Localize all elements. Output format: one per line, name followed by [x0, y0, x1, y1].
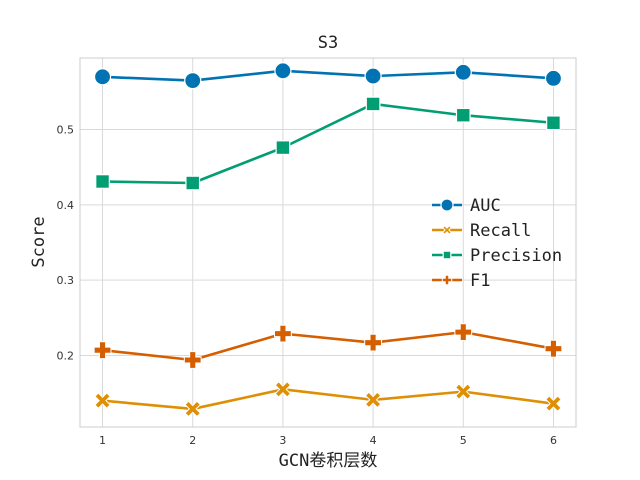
data-point — [440, 198, 454, 212]
legend-label: F1 — [470, 271, 490, 291]
plot-frame — [79, 57, 577, 428]
data-point — [274, 62, 292, 80]
data-point — [544, 339, 563, 358]
series-auc — [93, 62, 563, 90]
data-point — [94, 392, 111, 409]
legend-label: AUC — [470, 196, 501, 216]
series-precision — [95, 96, 561, 191]
legend-item: F1 — [432, 271, 490, 291]
data-point — [274, 324, 292, 343]
legend-item: Precision — [432, 246, 562, 266]
data-point — [183, 351, 202, 369]
data-point — [93, 341, 112, 360]
x-tick-label: 4 — [370, 434, 377, 447]
series-line — [102, 388, 554, 411]
y-tick-label: 0.5 — [57, 124, 75, 137]
data-point — [442, 250, 452, 260]
data-point — [454, 63, 472, 81]
x-tick-label: 5 — [460, 434, 467, 447]
y-tick-label: 0.2 — [57, 349, 75, 362]
data-point — [274, 381, 292, 398]
legend-label: Precision — [470, 246, 562, 266]
legend-label: Recall — [470, 221, 531, 241]
data-point — [544, 69, 563, 87]
series-f1 — [93, 323, 563, 369]
legend-item: AUC — [432, 196, 501, 216]
series-line — [102, 330, 554, 362]
x-tick-label: 6 — [550, 434, 557, 447]
x-tick-label: 1 — [99, 434, 106, 447]
data-point — [95, 174, 110, 189]
data-point — [546, 115, 561, 131]
legend-item: Recall — [432, 221, 531, 241]
data-point — [455, 107, 471, 123]
x-tick-label: 2 — [189, 434, 196, 447]
series-recall — [94, 381, 562, 418]
data-point — [184, 71, 202, 90]
data-point — [442, 225, 452, 235]
data-point — [185, 175, 201, 191]
x-ticks: 1 2 3 4 5 6 — [99, 434, 557, 447]
data-point — [454, 383, 472, 400]
y-tick-label: 0.4 — [57, 199, 75, 212]
data-point — [545, 395, 562, 412]
data-point — [275, 140, 291, 156]
data-point — [184, 400, 202, 418]
y-ticks: 0.2 0.3 0.4 0.5 — [57, 124, 75, 363]
series-group — [93, 62, 563, 418]
data-point — [364, 333, 382, 352]
y-axis-label: Score — [29, 216, 49, 267]
data-point — [454, 323, 473, 342]
data-point — [441, 274, 453, 286]
chart-title: S3 — [318, 33, 338, 53]
data-point — [365, 96, 381, 112]
legend: AUC Recall Precision F1 — [432, 196, 562, 291]
y-tick-label: 0.3 — [57, 274, 75, 287]
x-axis-label: GCN卷积层数 — [279, 451, 378, 471]
x-tick-label: 3 — [279, 434, 286, 447]
data-point — [93, 68, 112, 86]
series-line — [102, 69, 554, 82]
plot-area — [80, 58, 576, 427]
series-line — [102, 102, 554, 185]
data-point — [364, 67, 382, 85]
data-point — [364, 391, 382, 409]
